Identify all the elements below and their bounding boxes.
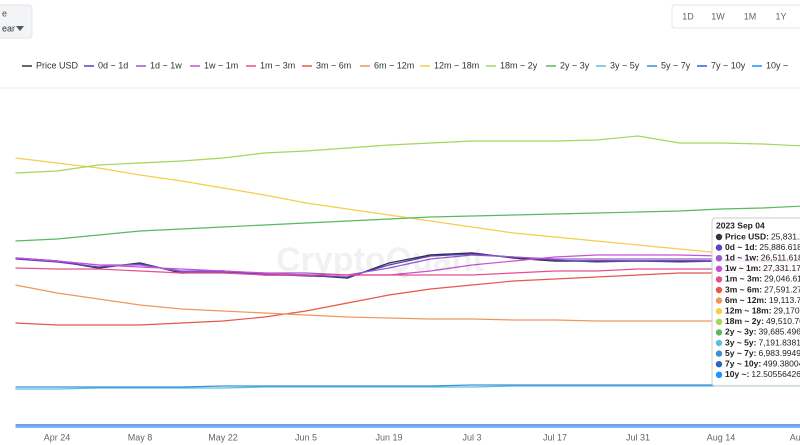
series-line — [15, 252, 800, 279]
tooltip-name: Price USD: — [725, 231, 769, 241]
tooltip-marker — [715, 244, 723, 251]
tooltip: 2023 Sep 04 Price USD:25,831.210d ~ 1d:2… — [711, 217, 800, 387]
x-tick-label: May 22 — [208, 432, 238, 442]
series-line — [15, 270, 800, 326]
legend-label[interactable]: 12m ~ 18m — [434, 60, 479, 70]
tooltip-name: 12m ~ 18m: — [725, 305, 772, 315]
tooltip-marker — [715, 318, 723, 325]
tooltip-date: 2023 Sep 04 — [716, 220, 765, 230]
tooltip-value: 27,331.171 — [763, 263, 800, 273]
tooltip-name: 7y ~ 10y: — [725, 358, 761, 368]
range-button[interactable]: 1Y — [775, 11, 786, 21]
tooltip-value: 49,510.76 — [766, 316, 800, 326]
tooltip-marker — [715, 265, 723, 272]
tooltip-marker — [715, 276, 723, 283]
tooltip-name: 2y ~ 3y: — [725, 327, 757, 337]
legend-label[interactable]: 1m ~ 3m — [260, 60, 295, 70]
lines — [15, 135, 800, 428]
tooltip-value: 19,113.7 — [769, 295, 800, 305]
series-line — [15, 135, 800, 174]
tooltip-value: 29,046.615 — [764, 274, 800, 284]
tooltip-name: 3m ~ 6m: — [725, 284, 762, 294]
tooltip-marker — [715, 361, 723, 368]
tooltip-name: 1m ~ 3m: — [725, 274, 762, 284]
range-button[interactable]: 1D — [682, 11, 694, 21]
legend-label[interactable]: 6m ~ 12m — [374, 60, 414, 70]
dropdown-caret — [16, 26, 24, 31]
tooltip-value: 25,886.6188 — [759, 242, 800, 252]
tooltip-name: 18m ~ 2y: — [725, 316, 764, 326]
x-tick-label: Aug 28 — [790, 432, 800, 442]
tooltip-marker — [715, 371, 723, 378]
series-line — [15, 254, 800, 276]
tooltip-marker — [715, 286, 723, 294]
x-tick-label: Jul 17 — [543, 432, 567, 442]
tooltip-name: 1w ~ 1m: — [725, 263, 761, 273]
tooltip-name: 6m ~ 12m: — [725, 295, 767, 305]
series-line — [15, 254, 800, 276]
legend-label[interactable]: 1d ~ 1w — [150, 60, 182, 70]
tooltip-marker — [715, 329, 723, 336]
tooltip-value: 7,191.83817 — [758, 337, 800, 347]
legend-label[interactable]: 2y ~ 3y — [560, 60, 590, 70]
legend-label[interactable]: 18m ~ 2y — [500, 60, 538, 70]
x-tick-label: Jul 3 — [462, 432, 481, 442]
tooltip-value: 12.50556426 — [751, 369, 800, 379]
tooltip-marker — [715, 255, 723, 262]
x-tick-label: May 8 — [128, 432, 153, 442]
legend-label[interactable]: Price USD — [36, 60, 79, 70]
legend-label[interactable]: 0d ~ 1d — [98, 60, 128, 70]
tooltip-name: 1d ~ 1w: — [725, 252, 759, 262]
tooltip-box — [711, 217, 800, 387]
x-tick-label: Jun 5 — [295, 432, 317, 442]
tooltip-marker — [715, 339, 723, 347]
series-line — [15, 385, 800, 390]
legend-label[interactable]: 3y ~ 5y — [610, 60, 640, 70]
tooltip-name: 0d ~ 1d: — [725, 242, 758, 252]
tooltip-marker — [715, 308, 723, 315]
tooltip-value: 499.38004 — [763, 358, 800, 368]
tooltip-marker — [715, 297, 723, 304]
legend-label[interactable]: 10y ~ — [766, 60, 788, 70]
watermark: CryptoQuant — [276, 241, 484, 279]
x-tick-label: Apr 24 — [44, 432, 71, 442]
series-line — [15, 253, 800, 278]
series-line — [15, 205, 800, 242]
scale-dropdown[interactable] — [0, 4, 33, 39]
tooltip-marker — [715, 350, 723, 357]
dropdown-label: e — [2, 8, 7, 18]
tooltip-value: 26,511.6188 — [761, 252, 800, 262]
legend-label[interactable]: 5y ~ 7y — [661, 60, 691, 70]
tooltip-value: 39,685.496 — [758, 327, 800, 337]
x-tick-label: Jul 31 — [626, 432, 650, 442]
series-line — [15, 267, 800, 276]
dropdown-value: ear — [2, 23, 15, 33]
x-tick-label: Jun 19 — [375, 432, 402, 442]
tooltip-name: 10y ~: — [725, 369, 750, 379]
range-button[interactable]: 1M — [744, 11, 757, 21]
legend-label[interactable]: 1w ~ 1m — [204, 60, 238, 70]
legend-label[interactable]: 3m ~ 6m — [316, 60, 351, 70]
range-button[interactable]: 1W — [711, 11, 725, 21]
tooltip-value: 29,170.5 — [774, 305, 800, 315]
series-line — [15, 384, 800, 388]
tooltip-value: 27,591.274 — [764, 284, 800, 294]
tooltip-name: 5y ~ 7y: — [725, 348, 757, 358]
legend-label[interactable]: 7y ~ 10y — [711, 60, 746, 70]
tooltip-name: 3y ~ 5y: — [725, 337, 757, 347]
tooltip-marker — [715, 233, 723, 241]
x-tick-label: Aug 14 — [707, 432, 736, 442]
range-group — [671, 4, 800, 29]
tooltip-value: 25,831.21 — [771, 231, 800, 241]
series-line — [15, 284, 800, 322]
